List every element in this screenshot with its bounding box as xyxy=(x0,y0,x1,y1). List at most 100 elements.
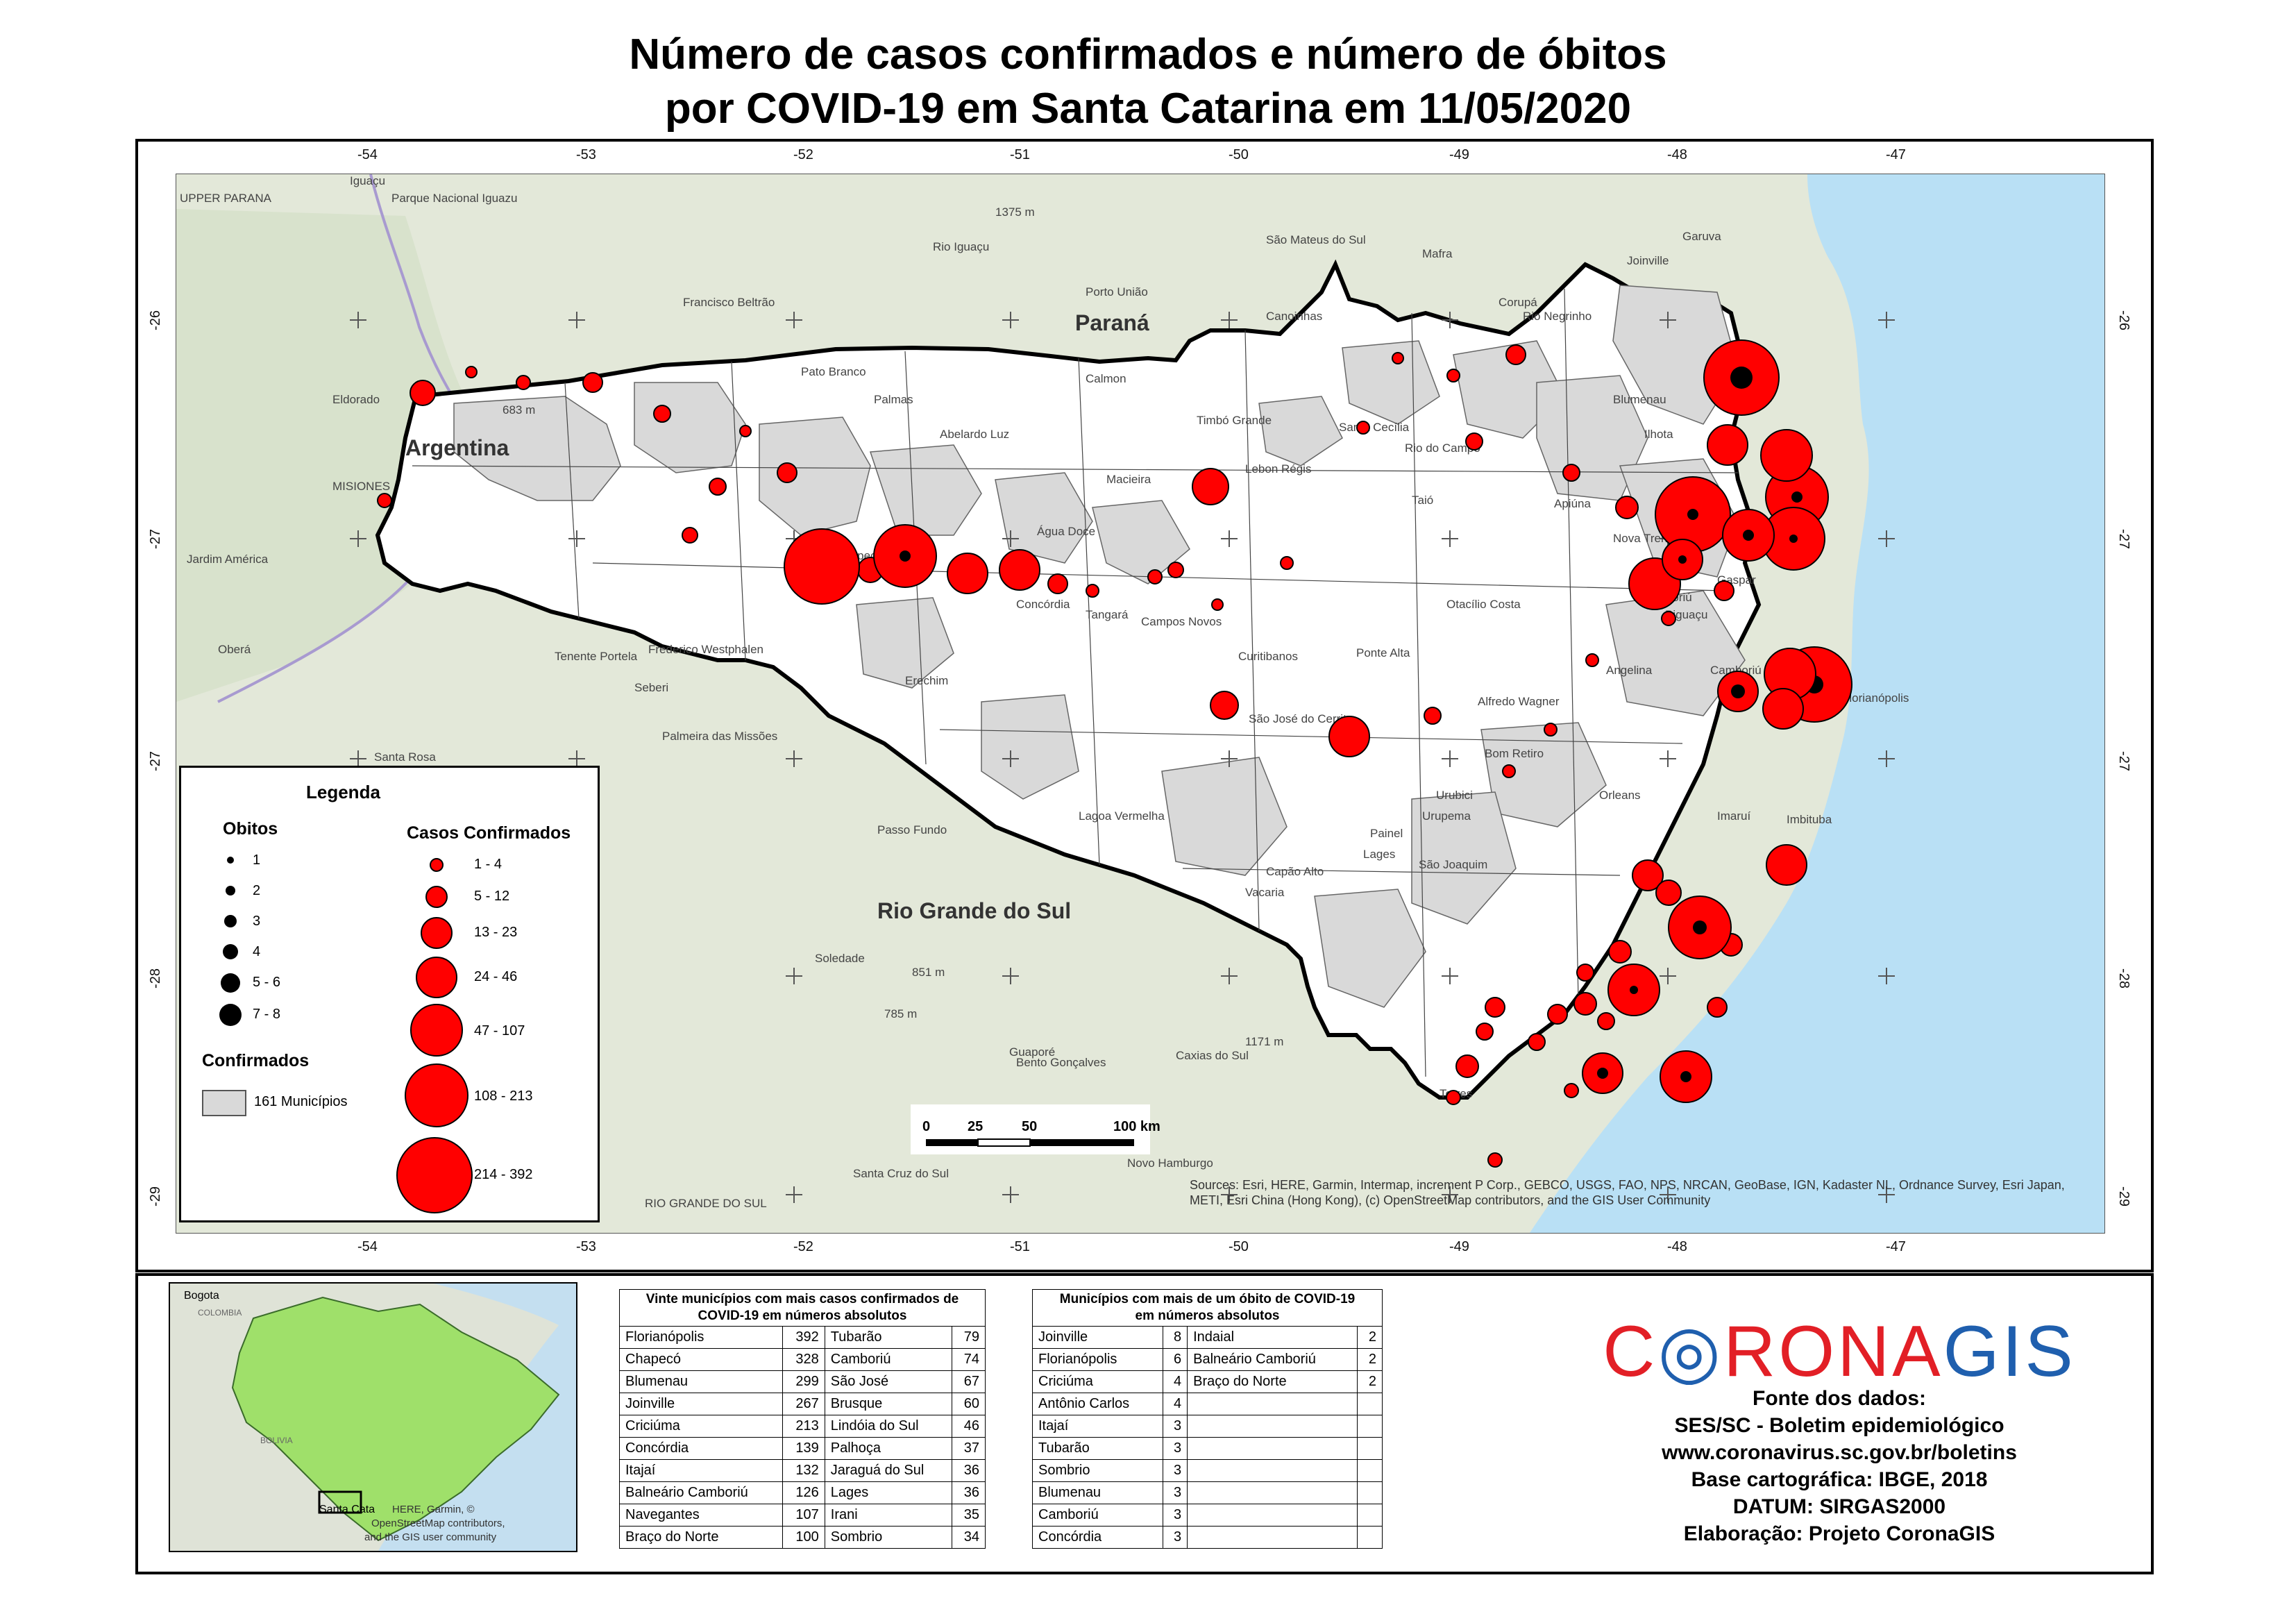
cases-municipality-cell: Navegantes xyxy=(619,1504,783,1527)
case-marker xyxy=(1167,562,1184,578)
death-marker xyxy=(1693,920,1707,934)
table-row: Florianópolis 392 Tubarão 79 xyxy=(619,1326,986,1349)
table-header-line: Municípios com mais de um óbito de COVID… xyxy=(1059,1292,1356,1306)
municipality-polygon xyxy=(453,396,621,501)
place-label: Joinville xyxy=(1627,254,1669,267)
place-label: Parque Nacional Iguazu xyxy=(391,192,517,205)
deaths-municipality-cell: Sombrio xyxy=(1032,1459,1163,1482)
deaths-municipality-cell xyxy=(1187,1459,1358,1482)
place-label: Macieira xyxy=(1106,473,1151,486)
obitos-label: 2 xyxy=(253,883,261,898)
death-marker xyxy=(1630,986,1638,994)
coronagis-logo: C◎RONAGIS xyxy=(1596,1309,2082,1393)
obitos-symbol-1 xyxy=(227,857,234,864)
source-line: Fonte dos dados: xyxy=(1753,1387,1926,1410)
casos-label: 24 - 46 xyxy=(474,969,518,984)
case-marker xyxy=(1192,468,1229,505)
place-label: Canoinhas xyxy=(1266,310,1322,323)
place-label: Novo Hamburgo xyxy=(1127,1157,1213,1170)
cases-value-cell: 107 xyxy=(782,1504,825,1527)
lon-tick: -48 xyxy=(1667,147,1687,162)
graticule-cross xyxy=(1442,968,1458,984)
cases-municipality-cell: Irani xyxy=(824,1504,953,1527)
place-label: Curitibanos xyxy=(1238,650,1298,663)
title-line-2: por COVID-19 em Santa Catarina em 11/05/… xyxy=(664,85,1632,133)
scale-segment xyxy=(1030,1139,1134,1146)
place-label: Painel xyxy=(1370,827,1403,840)
cases-municipality-cell: Chapecó xyxy=(619,1348,783,1371)
deaths-municipality-cell: Tubarão xyxy=(1032,1437,1163,1460)
case-marker xyxy=(582,372,603,393)
deaths-value-cell: 2 xyxy=(1357,1370,1383,1393)
cases-value-cell: 392 xyxy=(782,1326,825,1349)
case-marker xyxy=(1655,880,1682,906)
case-marker xyxy=(947,553,988,594)
place-label: Tenente Portela xyxy=(555,650,638,663)
case-marker xyxy=(1455,1054,1479,1078)
table-header: Municípios com mais de um óbito de COVID… xyxy=(1032,1289,1383,1327)
lat-tick: -28 xyxy=(147,968,163,989)
case-marker xyxy=(1210,691,1239,720)
case-marker xyxy=(1632,859,1664,891)
place-label: Blumenau xyxy=(1613,393,1666,406)
logo-part: C xyxy=(1603,1311,1658,1392)
argentina-region xyxy=(176,209,509,702)
place-label: Corupá xyxy=(1499,296,1537,309)
case-marker xyxy=(1564,1083,1579,1098)
table-row: Itajaí 3 xyxy=(1032,1415,1383,1438)
deaths-municipality-cell xyxy=(1187,1481,1358,1504)
obitos-symbol-6 xyxy=(219,1004,242,1026)
cases-value-cell: 34 xyxy=(952,1526,986,1549)
graticule-cross xyxy=(1878,1186,1895,1203)
boundary-line xyxy=(1078,358,1100,866)
deaths-municipality-cell: Antônio Carlos xyxy=(1032,1393,1163,1415)
cases-value-cell: 299 xyxy=(782,1370,825,1393)
table-header-line: em números absolutos xyxy=(1135,1309,1280,1323)
graticule-cross xyxy=(1878,530,1895,547)
source-link[interactable]: www.coronavirus.sc.gov.br/boletins xyxy=(1662,1441,2017,1464)
place-labels: UPPER PARANA Iguaçu Parque Nacional Iguazu… xyxy=(180,174,1909,1210)
graticule-cross xyxy=(350,530,366,547)
place-label: Angelina xyxy=(1606,664,1653,677)
place-label: Porto União xyxy=(1086,285,1148,298)
place-label: Capão Alto xyxy=(1266,865,1324,878)
lon-tick: -50 xyxy=(1229,147,1249,162)
table-row: Braço do Norte 100 Sombrio 34 xyxy=(619,1526,986,1549)
place-label: Palmas xyxy=(874,393,913,406)
scale-label: 100 km xyxy=(1113,1119,1160,1134)
table-header: Vinte municípios com mais casos confirma… xyxy=(619,1289,986,1327)
place-label: Imbituba xyxy=(1787,813,1832,826)
attribution-text: Sources: Esri, HERE, Garmin, Intermap, i… xyxy=(1190,1178,2065,1207)
table-row: Florianópolis 6 Balneário Camboriú 2 xyxy=(1032,1348,1383,1371)
casos-label: 47 - 107 xyxy=(474,1023,525,1038)
graticule-cross xyxy=(786,968,802,984)
case-markers xyxy=(377,339,1852,1168)
cases-municipality-cell: Camboriú xyxy=(824,1348,953,1371)
case-marker xyxy=(653,405,671,423)
cases-value-cell: 139 xyxy=(782,1437,825,1460)
place-label: Concórdia xyxy=(1016,598,1070,611)
graticule-cross xyxy=(1002,968,1019,984)
legend-obitos-title: Obitos xyxy=(223,819,278,839)
place-label: 1171 m xyxy=(1245,1035,1283,1048)
source-line: Elaboração: Projeto CoronaGIS xyxy=(1683,1522,1995,1545)
municipality-polygon xyxy=(995,472,1093,564)
deaths-municipality-cell: Indaial xyxy=(1187,1326,1358,1349)
case-marker xyxy=(1766,844,1807,886)
map-title: Número de casos confirmados e número de … xyxy=(0,28,2296,136)
place-label: 785 m xyxy=(884,1007,917,1020)
cases-municipality-cell: Lindóia do Sul xyxy=(824,1415,953,1438)
case-marker xyxy=(1392,352,1404,364)
lat-tick: -29 xyxy=(147,1186,163,1206)
table-header-line: COVID-19 em números absolutos xyxy=(698,1309,907,1323)
lon-tick: -49 xyxy=(1449,147,1469,162)
place-label: Florianópolis xyxy=(1842,691,1909,705)
deaths-municipality-cell: Blumenau xyxy=(1032,1481,1163,1504)
deaths-municipality-cell: Balneário Camboriú xyxy=(1187,1348,1358,1371)
deaths-value-cell: 3 xyxy=(1162,1481,1188,1504)
cases-municipality-cell: Sombrio xyxy=(824,1526,953,1549)
casos-symbol-7 xyxy=(396,1137,473,1213)
inset-label: BOLIVIA xyxy=(260,1436,293,1445)
place-label: Seberi xyxy=(634,681,668,694)
scale-segment xyxy=(977,1138,1031,1147)
